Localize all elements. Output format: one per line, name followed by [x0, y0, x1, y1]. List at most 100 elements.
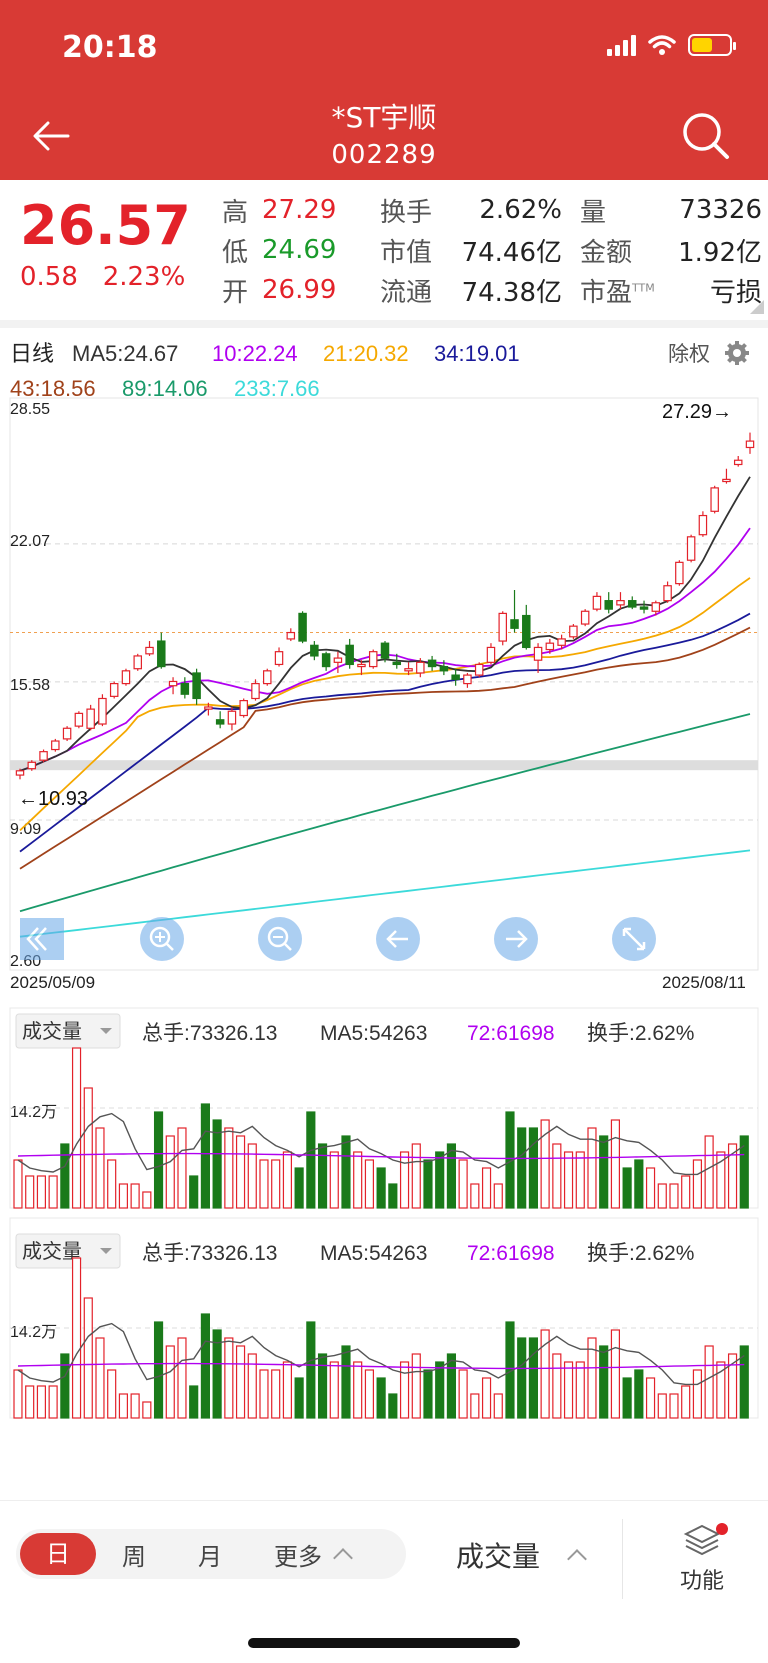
chevron-down-icon[interactable]	[100, 1028, 112, 1034]
volume-bar	[224, 1337, 234, 1419]
candle-body	[569, 625, 578, 638]
home-indicator[interactable]	[248, 1638, 520, 1648]
volume-bar	[599, 1345, 609, 1419]
candle-body	[416, 661, 425, 674]
volume-panel-1: 成交量 总手:73326.13 MA5:54263 72:61698 换手:2.…	[9, 1007, 759, 1209]
period-selector: 日 周 月 更多	[16, 1529, 406, 1579]
ma233-line	[19, 849, 751, 938]
volume-bar	[587, 1127, 597, 1209]
volume-bar	[247, 1143, 257, 1209]
period-month[interactable]: 月	[198, 1542, 222, 1571]
volume-selector-1[interactable]	[15, 1013, 121, 1049]
volume-bar	[458, 1369, 468, 1419]
bottom-toolbar: 日 周 月 更多 成交量 功能	[0, 1500, 768, 1663]
wifi-icon	[648, 35, 676, 55]
candle-body	[522, 614, 531, 649]
volume-bar	[306, 1321, 316, 1419]
quote-row: 低 24.69 市值 74.46亿 金额 1.92亿	[222, 230, 762, 270]
volume-bar	[71, 1257, 82, 1419]
chevron-up-icon[interactable]	[567, 1549, 587, 1569]
volume-bar	[83, 1087, 93, 1209]
period-more[interactable]: 更多	[274, 1537, 353, 1572]
chevron-up-icon[interactable]	[333, 1548, 353, 1568]
volume-bar	[727, 1143, 738, 1209]
chevron-down-icon[interactable]	[100, 1248, 112, 1254]
volume-bar	[587, 1337, 597, 1419]
volume-bar	[435, 1151, 445, 1209]
price-change: 0.58 2.23%	[20, 262, 185, 292]
candle-body	[215, 719, 225, 725]
candle-body	[510, 619, 519, 629]
kline-frame	[9, 397, 759, 971]
rights-label[interactable]: 除权	[668, 343, 710, 366]
function-button[interactable]: 功能	[672, 1523, 732, 1595]
volume-bar	[235, 1135, 246, 1209]
volume-bar	[435, 1361, 445, 1419]
volume-bar	[704, 1345, 714, 1419]
candle-body	[451, 674, 460, 680]
volume-bar	[329, 1361, 339, 1419]
volume-bar	[470, 1183, 480, 1209]
zoom-out-button[interactable]	[258, 917, 302, 961]
volume-bar	[177, 1127, 187, 1209]
quote-row: 开 26.99 流通 74.38亿 市盈TTM 亏损	[222, 270, 762, 310]
period-week[interactable]: 周	[122, 1542, 146, 1571]
volume-bar	[517, 1127, 527, 1209]
volume-bar	[282, 1151, 292, 1209]
pan-left-button[interactable]	[376, 917, 420, 961]
volume-bar	[60, 1353, 70, 1419]
settings-gear-icon[interactable]	[725, 341, 749, 365]
volume-bar	[95, 1337, 105, 1419]
volume-bar	[528, 1337, 538, 1419]
back-arrow-icon[interactable]	[28, 112, 76, 160]
expand-corner-icon[interactable]	[750, 300, 764, 314]
volume-selector-label-2[interactable]: 成交量	[22, 1240, 82, 1263]
volume-bar	[634, 1369, 644, 1419]
volume-bar	[517, 1337, 527, 1419]
ma-lines	[19, 476, 751, 938]
candle-body	[604, 600, 613, 610]
stock-title: *ST宇顺 002289	[0, 96, 768, 170]
value-turnover: 2.62%	[479, 195, 562, 225]
period-more-label[interactable]: 更多	[274, 1542, 322, 1571]
indicator-label[interactable]: 成交量	[456, 1540, 541, 1573]
volume-bar	[130, 1183, 140, 1209]
fullscreen-button[interactable]	[612, 917, 656, 961]
volume-bar	[622, 1377, 632, 1419]
zoom-in-button[interactable]	[140, 917, 184, 961]
quote-row: 高 27.29 换手 2.62% 量 73326	[222, 190, 762, 230]
volume-bar	[681, 1385, 691, 1419]
value-amount: 1.92亿	[678, 237, 762, 268]
volume-bar	[423, 1159, 433, 1209]
volume-bar	[481, 1167, 492, 1209]
label-pe: 市盈TTM	[580, 272, 662, 309]
volume-ma72-line	[17, 1362, 745, 1370]
volume-bar	[563, 1151, 574, 1209]
volume-ylabel-1: 14.2万	[10, 1104, 57, 1121]
layers-icon[interactable]	[682, 1523, 722, 1557]
indicator-selector[interactable]: 成交量	[456, 1535, 587, 1575]
value-low: 24.69	[262, 235, 337, 265]
pan-right-button[interactable]	[494, 917, 538, 961]
candle-body	[86, 708, 95, 729]
y-axis-labels: 28.55 22.07 15.58 9.09 2.60	[10, 401, 50, 970]
kline-chart-area[interactable]: 日线 MA5:24.67 10:22.24 21:20.32 34:19.01 …	[0, 328, 768, 1500]
volume-selector-label-1[interactable]: 成交量	[22, 1020, 82, 1043]
period-label[interactable]: 日线	[10, 341, 54, 366]
function-label[interactable]: 功能	[679, 1569, 724, 1594]
volume-bar	[306, 1111, 316, 1209]
volume-bar	[25, 1175, 35, 1209]
volume-bar	[540, 1119, 550, 1209]
volume-bar	[259, 1159, 269, 1209]
candle-body	[62, 727, 72, 740]
kline-svg[interactable]: 日线 MA5:24.67 10:22.24 21:20.32 34:19.01 …	[0, 328, 768, 1500]
volume-selector-2[interactable]	[15, 1233, 121, 1269]
search-icon[interactable]	[680, 110, 732, 162]
volume-bar	[341, 1345, 351, 1419]
value-volume: 73326	[679, 195, 762, 225]
candle-body	[722, 478, 731, 483]
section-divider	[0, 320, 768, 328]
period-day[interactable]: 日	[20, 1533, 96, 1575]
notification-dot	[716, 1523, 728, 1535]
rewind-button[interactable]	[20, 918, 64, 960]
